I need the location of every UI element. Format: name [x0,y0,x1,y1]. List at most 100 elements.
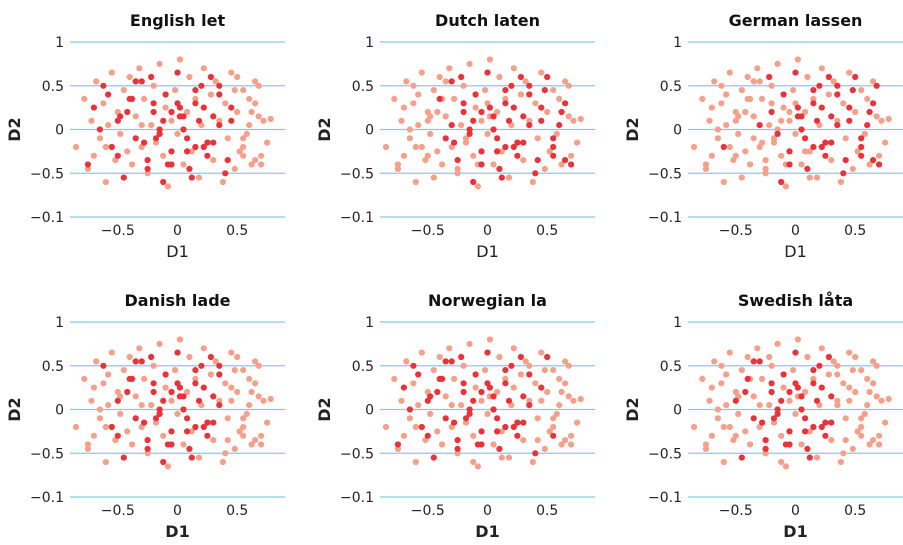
data-point [882,419,889,426]
highlight-point [840,170,847,177]
data-point [228,384,235,391]
highlight-point [541,87,548,94]
highlight-point [150,380,157,387]
y-tick-label: 1 [365,35,374,51]
highlight-point [162,371,169,378]
highlight-point [782,441,790,448]
highlight-point [822,432,829,439]
highlight-point [490,393,497,400]
highlight-point [204,152,211,159]
data-point [858,415,865,422]
data-point [866,388,873,396]
data-point [398,117,405,124]
highlight-point [822,419,829,426]
data-point [690,423,698,431]
highlight-point [774,410,781,417]
x-tick-label: 0.5 [536,503,558,519]
data-point [702,445,710,452]
data-point [136,345,143,352]
data-point [806,174,813,181]
highlight-point [520,419,527,426]
data-point [478,397,485,404]
data-point [490,441,497,448]
highlight-point [490,126,497,133]
y-tick-label: 1 [365,315,374,331]
highlight-point [825,353,833,361]
data-point [702,161,710,168]
data-point [726,143,733,151]
data-point [267,395,274,403]
data-point [415,402,422,409]
highlight-point [198,362,205,369]
highlight-point [442,135,449,142]
highlight-point [184,148,191,155]
highlight-point [852,73,859,81]
data-point [160,432,167,439]
panel-6: Swedish låta 1 0.5 0 −0.5 −0.1 −0.5 0 0.5 D1 D2 [623,291,903,541]
data-point [210,157,217,164]
data-point [132,393,139,400]
highlight-point [439,375,446,382]
highlight-point [484,349,491,356]
highlight-point [526,82,533,89]
data-point [882,139,889,146]
highlight-point [466,130,473,137]
data-point [454,170,461,177]
data-point [818,65,825,72]
data-point [782,463,790,470]
y-tick-label: −0.5 [340,446,374,462]
highlight-point [204,432,211,439]
highlight-point [520,139,527,146]
data-point [136,65,143,72]
y-tick-label: 0.5 [352,79,374,95]
data-point [466,340,473,347]
panel-title: Dutch laten [435,11,540,30]
highlight-point [526,371,533,378]
data-point [714,406,722,413]
data-point [446,345,453,352]
highlight-point [490,406,497,413]
data-point [144,450,151,457]
highlight-point [762,437,769,444]
data-point [792,410,799,417]
data-point [496,353,503,361]
highlight-point [494,415,501,422]
data-point [864,95,871,102]
data-point [852,388,859,396]
highlight-point [538,117,545,124]
data-point [391,95,398,102]
data-point [252,437,259,444]
y-tick-label: −0.1 [30,490,64,506]
highlight-point [114,432,121,439]
highlight-point [96,126,103,133]
data-point [570,397,577,404]
highlight-point [849,87,856,94]
highlight-point [184,415,191,422]
data-point [522,358,529,365]
data-point [117,410,124,417]
data-point [732,152,739,159]
data-point [398,397,405,404]
data-point [246,402,253,409]
x-tick-label: 0.5 [226,503,248,519]
data-point [849,165,856,172]
data-point [778,117,785,124]
data-point [172,87,179,94]
data-point [454,450,461,457]
data-point [766,402,773,409]
data-point [726,423,733,431]
data-point [798,441,805,448]
y-tick-label: −0.5 [30,446,64,462]
highlight-point [508,362,515,369]
highlight-point [192,87,199,94]
highlight-point [798,393,805,400]
data-point [574,139,581,146]
data-point [770,139,778,146]
highlight-point [200,143,207,151]
data-point [802,148,809,155]
data-point [258,152,265,159]
data-point [458,122,465,129]
data-point [759,95,766,102]
y-axis-label: D2 [623,117,642,141]
data-point [810,95,817,102]
